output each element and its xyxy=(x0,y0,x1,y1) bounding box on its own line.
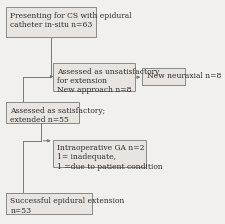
FancyBboxPatch shape xyxy=(53,140,146,167)
Text: Presenting for CS with epidural
catheter in-situ n=63: Presenting for CS with epidural catheter… xyxy=(10,12,132,29)
Text: Intraoperative GA n=2
1= inadequate,
1 =due to patient condition: Intraoperative GA n=2 1= inadequate, 1 =… xyxy=(57,144,163,171)
FancyBboxPatch shape xyxy=(6,193,92,214)
FancyBboxPatch shape xyxy=(53,63,135,91)
Text: Successful epidural extension
n=53: Successful epidural extension n=53 xyxy=(10,197,125,215)
FancyBboxPatch shape xyxy=(6,7,96,37)
Text: Assessed as satisfactory;
extended n=55: Assessed as satisfactory; extended n=55 xyxy=(10,107,106,124)
Text: Assessed as unsatisfactory
for extension
New approach n=8: Assessed as unsatisfactory for extension… xyxy=(57,68,159,94)
FancyBboxPatch shape xyxy=(142,68,185,85)
Text: New neuraxial n=8: New neuraxial n=8 xyxy=(146,72,221,80)
FancyBboxPatch shape xyxy=(6,102,79,123)
